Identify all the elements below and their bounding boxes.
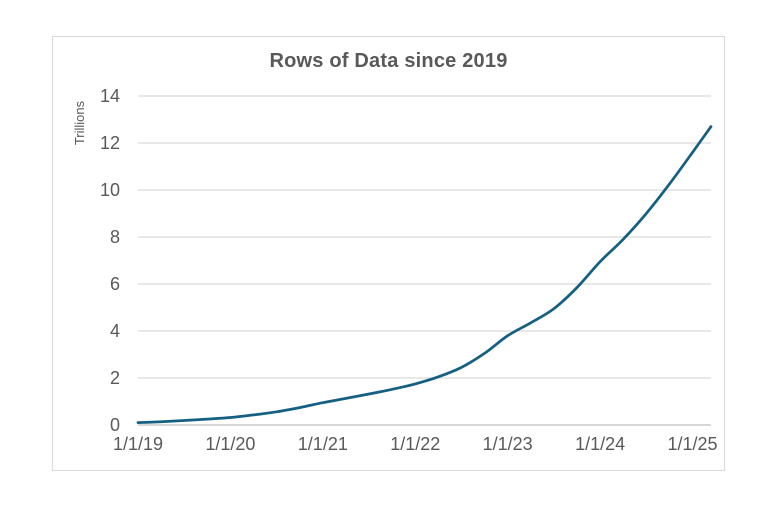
x-axis-tick-label: 1/1/19 bbox=[112, 434, 164, 454]
y-axis-tick-label: 8 bbox=[109, 227, 120, 247]
x-axis-tick-label: 1/1/20 bbox=[205, 434, 256, 454]
data-series-line bbox=[136, 125, 713, 424]
y-axis-tick-label: 2 bbox=[109, 368, 120, 388]
x-axis-tick-label: 1/1/24 bbox=[575, 434, 626, 454]
y-axis-tick-label: 6 bbox=[109, 274, 120, 294]
x-axis-tick-label: 1/1/25 bbox=[667, 434, 718, 454]
y-axis-tick-label: 4 bbox=[109, 321, 120, 341]
y-axis-tick-label: 12 bbox=[99, 133, 120, 153]
y-axis-tick-label: 14 bbox=[99, 86, 120, 106]
line-chart-plot-area bbox=[136, 95, 713, 426]
x-axis-tick-label: 1/1/21 bbox=[297, 434, 348, 454]
x-axis-tick-label: 1/1/22 bbox=[390, 434, 441, 454]
x-axis-tick-label: 1/1/23 bbox=[482, 434, 533, 454]
y-axis-tick-label: 10 bbox=[99, 180, 120, 200]
chart-title: Rows of Data since 2019 bbox=[269, 50, 508, 72]
y-axis-tick-label: 0 bbox=[109, 415, 120, 435]
